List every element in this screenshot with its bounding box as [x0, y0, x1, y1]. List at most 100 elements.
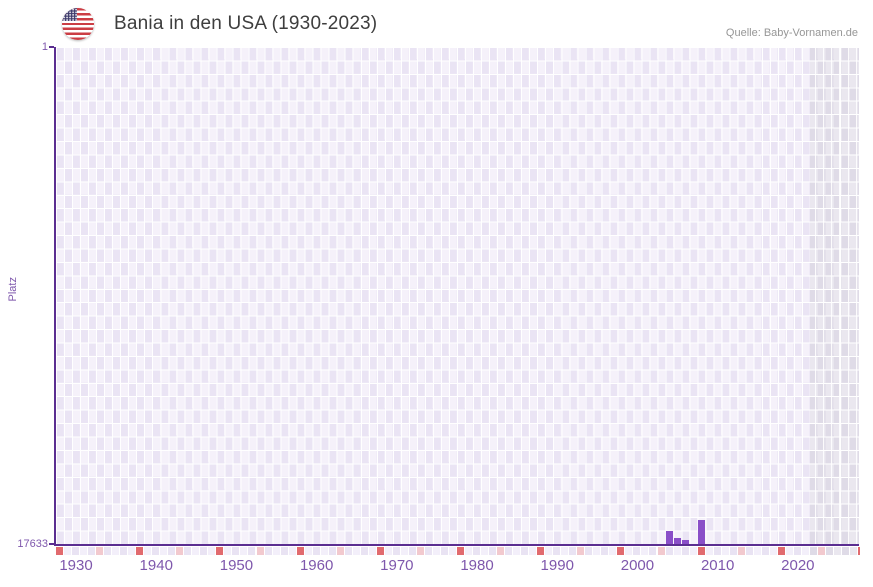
marker-cell — [553, 546, 561, 555]
marker-cell — [481, 546, 489, 555]
marker-cell — [192, 546, 200, 555]
marker-cell-red — [858, 546, 860, 555]
marker-cell — [505, 546, 513, 555]
y-axis-tick-top — [49, 46, 54, 48]
marker-cell-pink — [817, 546, 825, 555]
marker-cell — [465, 546, 473, 555]
marker-cell — [104, 546, 112, 555]
marker-cell — [344, 546, 352, 555]
marker-cell — [72, 546, 80, 555]
source-label: Quelle: Baby-Vornamen.de — [725, 27, 858, 39]
marker-cell-red — [457, 546, 465, 555]
marker-cell — [240, 546, 248, 555]
marker-cell — [208, 546, 216, 555]
marker-cell — [769, 546, 777, 555]
marker-cell — [328, 546, 336, 555]
marker-cell — [489, 546, 497, 555]
rank-bar-2005 — [674, 537, 682, 544]
marker-cell — [761, 546, 769, 555]
marker-cell — [368, 546, 376, 555]
marker-cell — [424, 546, 432, 555]
marker-cell — [184, 546, 192, 555]
marker-cell-pink — [336, 546, 344, 555]
marker-cell — [753, 546, 761, 555]
marker-cell — [649, 546, 657, 555]
marker-cell — [545, 546, 553, 555]
marker-cell — [809, 546, 817, 555]
y-axis-bottom-label: 17633 — [17, 538, 48, 550]
y-axis-line — [54, 47, 56, 546]
marker-cell — [473, 546, 481, 555]
marker-cell — [272, 546, 280, 555]
marker-cell — [392, 546, 400, 555]
marker-cell — [88, 546, 96, 555]
marker-cell — [432, 546, 440, 555]
plot-area — [56, 47, 859, 544]
marker-cell-pink — [497, 546, 505, 555]
x-tick-label: 1980 — [460, 557, 494, 574]
marker-cell — [264, 546, 272, 555]
x-tick-label: 1930 — [59, 557, 93, 574]
marker-cell — [665, 546, 673, 555]
marker-cell — [80, 546, 88, 555]
rank-bar-2008 — [698, 519, 706, 544]
marker-cell — [408, 546, 416, 555]
marker-cell — [593, 546, 601, 555]
marker-cell — [312, 546, 320, 555]
x-tick-label: 1990 — [540, 557, 574, 574]
marker-cell — [745, 546, 753, 555]
marker-cell — [64, 546, 72, 555]
marker-cell-red — [617, 546, 625, 555]
marker-cell — [801, 546, 809, 555]
marker-cell — [713, 546, 721, 555]
x-axis-line — [54, 543, 859, 546]
marker-cell — [681, 546, 689, 555]
marker-cell — [168, 546, 176, 555]
marker-cell — [625, 546, 633, 555]
marker-cell-red — [296, 546, 304, 555]
marker-cell — [248, 546, 256, 555]
marker-cell — [320, 546, 328, 555]
marker-cell — [633, 546, 641, 555]
x-tick-label: 2000 — [620, 557, 655, 574]
marker-cell — [144, 546, 152, 555]
marker-cell — [152, 546, 160, 555]
marker-cell — [513, 546, 521, 555]
marker-cell — [400, 546, 408, 555]
marker-cell — [609, 546, 617, 555]
marker-cell — [585, 546, 593, 555]
marker-cell — [360, 546, 368, 555]
marker-cell-red — [697, 546, 705, 555]
marker-cell-red — [376, 546, 384, 555]
marker-cell-pink — [657, 546, 665, 555]
marker-cell — [120, 546, 128, 555]
marker-cell-pink — [96, 546, 104, 555]
marker-cell-red — [56, 546, 64, 555]
marker-cell — [160, 546, 168, 555]
marker-cell — [841, 546, 849, 555]
x-tick-label: 1950 — [219, 557, 254, 574]
marker-cell — [521, 546, 529, 555]
marker-cell — [689, 546, 697, 555]
axis-marker-row — [56, 546, 860, 555]
marker-cell-red — [136, 546, 144, 555]
y-axis-title: Platz — [7, 277, 19, 302]
marker-cell-pink — [416, 546, 424, 555]
marker-cell — [785, 546, 793, 555]
x-tick-label: 2010 — [700, 557, 735, 574]
usa-flag-icon — [62, 8, 94, 40]
marker-cell-pink — [737, 546, 745, 555]
no-data-band — [809, 47, 859, 544]
marker-cell — [224, 546, 232, 555]
marker-cell-red — [216, 546, 224, 555]
marker-cell-red — [777, 546, 785, 555]
marker-cell — [529, 546, 537, 555]
marker-cell — [825, 546, 833, 555]
marker-cell — [721, 546, 729, 555]
marker-cell — [673, 546, 681, 555]
marker-cell — [352, 546, 360, 555]
marker-cell — [384, 546, 392, 555]
marker-cell — [448, 546, 456, 555]
x-tick-label: 1970 — [380, 557, 414, 574]
marker-cell — [561, 546, 569, 555]
